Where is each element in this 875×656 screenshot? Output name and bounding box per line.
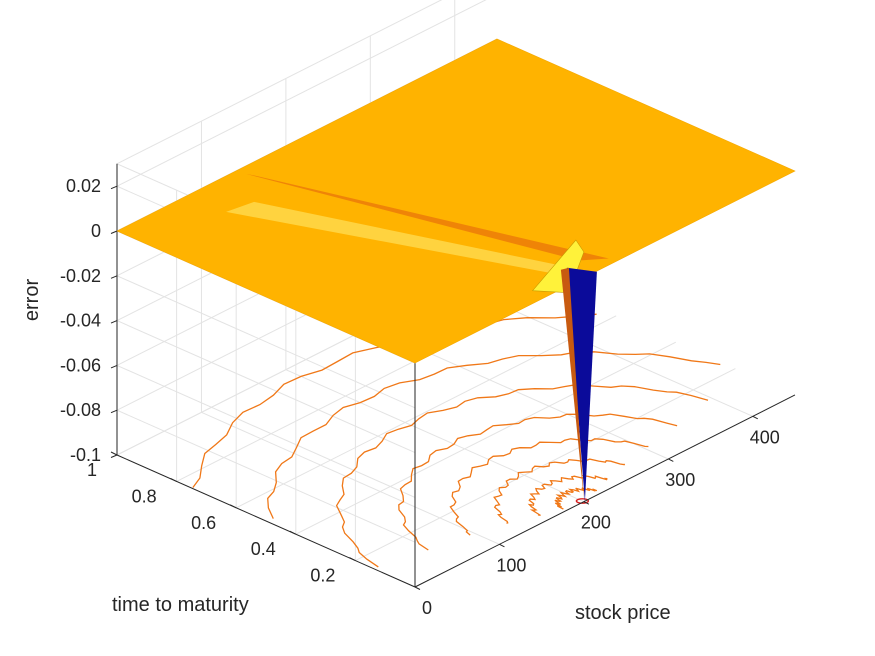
y-axis-label: time to maturity xyxy=(112,594,249,616)
z-tick xyxy=(110,364,118,369)
z-tick-label: -0.02 xyxy=(60,266,101,286)
y-tick xyxy=(229,504,237,509)
contour-line xyxy=(493,458,626,524)
y-tick-label: 0.8 xyxy=(132,486,157,506)
backwall-grid-z xyxy=(116,0,487,187)
sidewall-grid-z xyxy=(116,364,416,498)
x-tick-label: 0 xyxy=(422,598,432,618)
surface-plot xyxy=(116,38,796,502)
x-tick xyxy=(668,458,674,462)
y-tick xyxy=(170,477,177,482)
z-tick xyxy=(110,185,118,190)
contour-line xyxy=(335,384,709,568)
x-axis-line xyxy=(414,394,796,588)
sidewall-grid-z xyxy=(116,320,416,454)
contour-center xyxy=(575,498,590,504)
y-tick xyxy=(289,530,297,535)
surface-trough-edge xyxy=(560,267,584,500)
z-tick-label: -0.04 xyxy=(60,311,101,331)
x-tick-label: 300 xyxy=(665,470,695,490)
z-tick-label: 0.02 xyxy=(66,176,101,196)
surface-ridge-highlight xyxy=(226,201,585,275)
y-tick xyxy=(349,557,356,562)
contour-line xyxy=(527,474,608,517)
y-tick-label: 0.2 xyxy=(310,566,335,586)
z-tick-label: -0.08 xyxy=(60,400,101,420)
z-tick xyxy=(110,454,118,458)
x-tick xyxy=(583,501,590,505)
y-tick xyxy=(110,451,118,456)
x-tick xyxy=(499,543,505,548)
contour-line xyxy=(267,351,721,519)
backwall-top-edge xyxy=(116,0,443,165)
y-tick-label: 0.4 xyxy=(251,539,276,559)
contour-line xyxy=(398,413,678,551)
z-tick-label: 0 xyxy=(91,221,101,241)
surface-ridge xyxy=(246,173,609,261)
x-tick-label: 400 xyxy=(750,427,780,447)
contour-line xyxy=(449,438,649,536)
z-tick-label: -0.06 xyxy=(60,355,101,375)
contour-lines xyxy=(192,313,721,568)
floor-grid-y xyxy=(355,368,736,562)
x-tick xyxy=(414,586,421,590)
x-tick-label: 200 xyxy=(581,513,611,533)
y-tick-label: 1 xyxy=(87,460,97,480)
z-tick xyxy=(110,409,118,414)
axis-lines xyxy=(110,163,796,590)
z-tick xyxy=(110,230,118,234)
contour-line xyxy=(192,313,597,488)
y-axis-line xyxy=(116,454,416,588)
floor-grid-y xyxy=(295,341,677,535)
floor-grid-x xyxy=(285,369,585,503)
floor-grid-x xyxy=(201,411,500,545)
x-tick xyxy=(752,415,758,420)
surface-trough xyxy=(566,267,597,502)
y-tick-label: 0.6 xyxy=(191,513,216,533)
contour-line xyxy=(554,487,598,510)
floor-grid-y xyxy=(235,315,617,509)
x-tick-label: 100 xyxy=(496,555,526,575)
z-tick xyxy=(110,275,118,279)
z-axis-label: error xyxy=(21,279,43,322)
sidewall-grid-z xyxy=(116,409,416,543)
z-tick xyxy=(110,320,118,324)
sidewall-grid-z xyxy=(116,275,416,409)
z-tick-label: -0.1 xyxy=(70,445,101,465)
tick-labels: 0 100 200 300 400 0.2 0.4 0.6 0.8 1 0.02 0 -0.02 -0.0… xyxy=(60,176,780,618)
x-axis-label: stock price xyxy=(575,602,671,624)
surface-flat-plane xyxy=(116,38,796,364)
